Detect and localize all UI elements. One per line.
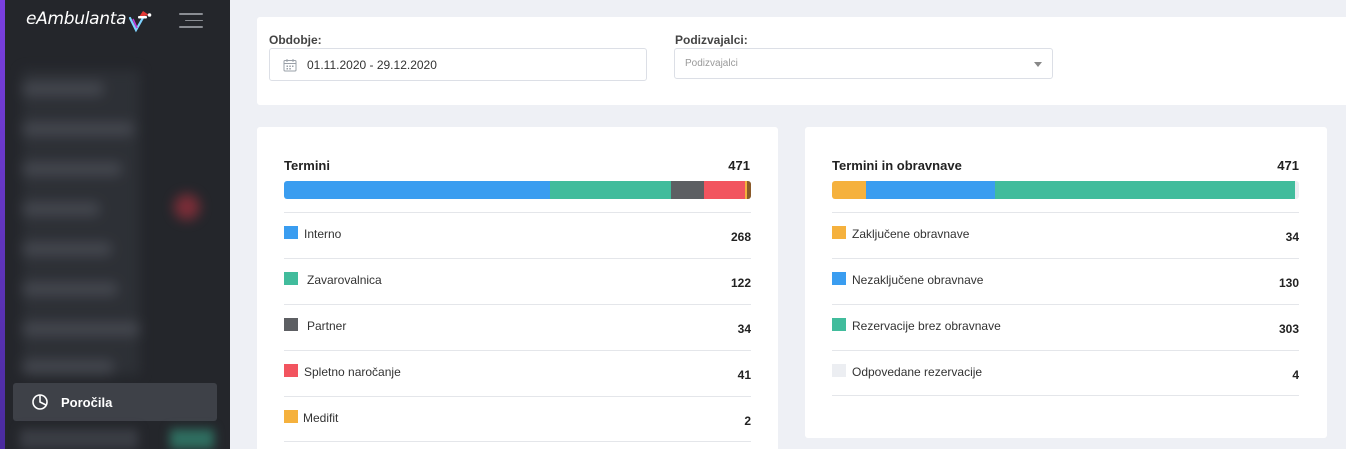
sidebar-item-label: Poročila xyxy=(61,394,113,410)
list-item: Partner 34 xyxy=(284,304,751,350)
legend-swatch xyxy=(832,226,846,239)
chevron-down-icon xyxy=(1034,62,1042,67)
bar-segment xyxy=(670,181,705,199)
sidebar-accent-stripe xyxy=(0,0,5,449)
providers-select[interactable]: Podizvajalci xyxy=(674,48,1053,79)
legend-swatch xyxy=(284,318,298,331)
list-item-value: 34 xyxy=(1285,230,1299,244)
bar-segment xyxy=(865,181,995,199)
obravnave-list: Zaključene obravnave 34 Nezaključene obrav… xyxy=(832,212,1299,396)
bar-segment xyxy=(549,181,671,199)
logo-v-santa-hat-icon xyxy=(128,11,152,33)
bar-segment xyxy=(746,181,751,199)
list-item-value: 130 xyxy=(1278,276,1299,290)
termini-stacked-bar xyxy=(284,181,751,199)
list-item-label: Partner xyxy=(307,319,347,333)
list-item-value: 122 xyxy=(730,276,751,290)
period-label: Obdobje: xyxy=(269,33,322,47)
app-logo[interactable]: eAmbulanta xyxy=(26,9,127,29)
bar-segment xyxy=(994,181,1296,199)
legend-swatch xyxy=(284,226,298,239)
list-item-label: Interno xyxy=(304,227,342,241)
list-item: Nezaključene obravnave 130 xyxy=(832,258,1299,304)
bar-segment xyxy=(284,181,550,199)
bar-segment xyxy=(1295,181,1299,199)
legend-swatch xyxy=(284,410,298,423)
legend-swatch xyxy=(284,272,298,285)
blurred-menu-item xyxy=(20,429,216,449)
list-item-label: Zaključene obravnave xyxy=(852,227,970,241)
obravnave-stacked-bar xyxy=(832,181,1299,199)
list-item-label: Medifit xyxy=(303,411,339,425)
providers-placeholder: Podizvajalci xyxy=(685,58,738,69)
termini-title: Termini xyxy=(284,158,330,173)
bar-segment xyxy=(832,181,866,199)
termini-card: Termini 471 Interno 268 Zavarovalnica 122 Pa… xyxy=(257,127,778,449)
legend-swatch xyxy=(832,364,846,377)
period-value: 01.11.2020 - 29.12.2020 xyxy=(307,57,437,72)
bar-segment xyxy=(704,181,746,199)
obravnave-card: Termini in obravnave 471 Zaključene obra… xyxy=(805,127,1327,438)
sidebar-item-porocila[interactable]: Poročila xyxy=(13,383,217,421)
period-date-range-input[interactable]: 01.11.2020 - 29.12.2020 xyxy=(269,48,647,81)
list-item-value: 303 xyxy=(1278,322,1299,336)
hamburger-menu-icon[interactable] xyxy=(179,13,203,29)
list-item: Zaključene obravnave 34 xyxy=(832,212,1299,258)
list-item-label: Nezaključene obravnave xyxy=(852,273,984,287)
list-item-value: 268 xyxy=(730,230,751,244)
obravnave-title: Termini in obravnave xyxy=(832,158,962,173)
list-item-label: Rezervacije brez obravnave xyxy=(852,319,1001,333)
list-item: Spletno naročanje 41 xyxy=(284,350,751,396)
obravnave-total: 471 xyxy=(1277,158,1299,173)
list-item: Medifit 2 xyxy=(284,396,751,442)
filter-card: Obdobje: 01.11.2020 - 29.12.2020 Podizva… xyxy=(257,17,1346,105)
sidebar: eAmbulanta Poročila xyxy=(0,0,230,449)
bar-segment xyxy=(745,181,747,199)
list-item-label: Zavarovalnica xyxy=(307,273,382,287)
termini-list: Interno 268 Zavarovalnica 122 Partner 34 Splet… xyxy=(284,212,751,442)
pie-chart-icon xyxy=(32,394,48,410)
list-item-value: 41 xyxy=(737,368,751,382)
legend-swatch xyxy=(832,272,846,285)
list-item: Interno 268 xyxy=(284,212,751,258)
list-item-label: Spletno naročanje xyxy=(304,365,401,379)
list-item-value: 4 xyxy=(1292,368,1299,382)
blurred-menu-items xyxy=(22,70,212,375)
providers-label: Podizvajalci: xyxy=(675,33,748,47)
list-item: Rezervacije brez obravnave 303 xyxy=(832,304,1299,350)
list-item-label: Odpovedane rezervacije xyxy=(852,365,983,379)
legend-swatch xyxy=(832,318,846,331)
list-item-value: 2 xyxy=(744,414,751,428)
legend-swatch xyxy=(284,364,298,377)
list-item: Odpovedane rezervacije 4 xyxy=(832,350,1299,396)
list-item-value: 34 xyxy=(737,322,751,336)
calendar-icon xyxy=(283,58,297,71)
termini-total: 471 xyxy=(728,158,750,173)
list-item: Zavarovalnica 122 xyxy=(284,258,751,304)
